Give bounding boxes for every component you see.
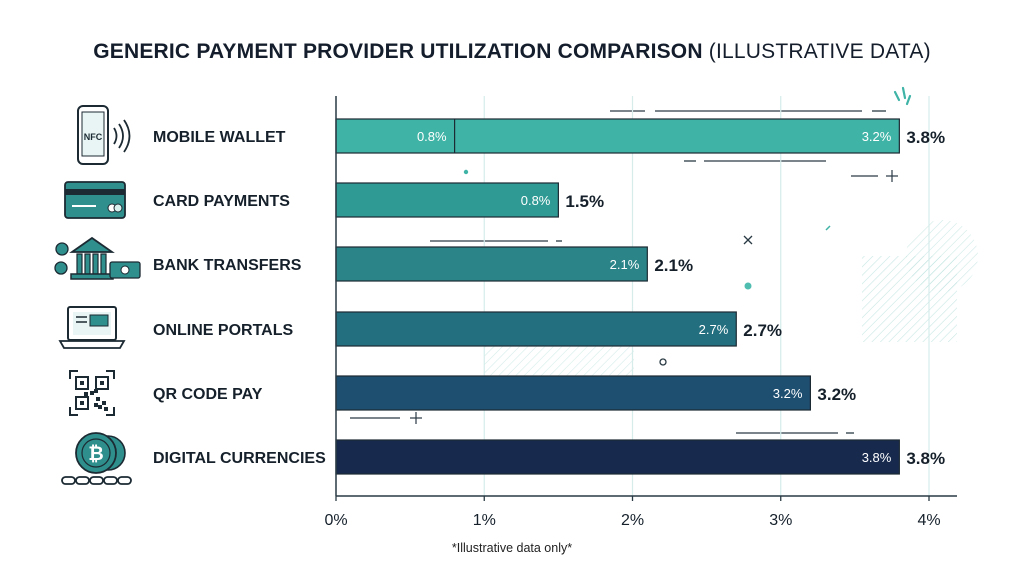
- bar-segment-label: 2.7%: [699, 322, 729, 337]
- decor-x: [743, 235, 753, 245]
- bar-segment-label: 3.2%: [862, 129, 892, 144]
- x-tick-labels: 0% 1% 2% 3% 4%: [324, 496, 941, 529]
- bar-group: 0.8% 3.2% 3.8%: [335, 118, 945, 154]
- x-tick-label: 0%: [324, 512, 347, 529]
- laptop-icon: [58, 306, 126, 349]
- bar-value-label: 2.7%: [743, 321, 782, 340]
- crypto-coins-icon: ₿: [61, 432, 132, 485]
- bar-segment-label: 0.8%: [521, 193, 551, 208]
- bar-value-label: 3.2%: [817, 385, 856, 404]
- category-label: MOBILE WALLET: [153, 129, 286, 146]
- svg-text:NFC: NFC: [84, 132, 103, 142]
- background-decoration: [350, 86, 978, 434]
- bar: [335, 182, 559, 218]
- footnote: *Illustrative data only*: [451, 541, 573, 555]
- bar-group: 3.2% 3.2%: [335, 375, 856, 411]
- chart-title-main: GENERIC PAYMENT PROVIDER UTILIZATION COM…: [93, 40, 703, 63]
- bar-group: 0.8% 1.5%: [335, 182, 604, 218]
- bar-group: 3.8% 3.8%: [335, 439, 945, 475]
- bar: [335, 311, 737, 347]
- category-label: QR CODE PAY: [153, 386, 263, 403]
- bar: [335, 118, 900, 154]
- hatch-circle: [906, 220, 978, 292]
- grid-lines: [483, 96, 930, 496]
- bar-segment-label: 0.8%: [417, 129, 447, 144]
- decor-dot: [744, 282, 752, 290]
- hatch-block: [484, 346, 634, 376]
- decor-dot: [463, 169, 469, 175]
- bar-value-label: 3.8%: [906, 449, 945, 468]
- decor-tick: [825, 225, 831, 231]
- category-label: CARD PAYMENTS: [153, 193, 290, 210]
- axes: [335, 96, 957, 497]
- bar-segment-label: 3.2%: [773, 386, 803, 401]
- decor-sparkle: [893, 86, 912, 106]
- x-tick-label: 2%: [621, 512, 644, 529]
- x-tick-label: 3%: [769, 512, 792, 529]
- decor-ring: [659, 358, 667, 366]
- category-labels: MOBILE WALLET CARD PAYMENTS BANK TRANSFERS…: [153, 129, 326, 467]
- x-tick-label: 1%: [473, 512, 496, 529]
- svg-text:₿: ₿: [88, 444, 103, 465]
- nfc-phone-icon: NFC: [77, 105, 131, 165]
- chart-title: GENERIC PAYMENT PROVIDER UTILIZATION COM…: [0, 40, 1024, 64]
- chart-subtitle: (ILLUSTRATIVE DATA): [708, 40, 931, 63]
- category-label: ONLINE PORTALS: [153, 322, 293, 339]
- bar-value-label: 3.8%: [906, 128, 945, 147]
- bar: [335, 439, 900, 475]
- category-icons: NFC ₿: [54, 105, 141, 485]
- bar-value-label: 2.1%: [654, 256, 693, 275]
- bar: [335, 375, 811, 411]
- bar-value-label: 1.5%: [565, 192, 604, 211]
- bar-segment-label: 3.8%: [862, 450, 892, 465]
- qr-code-icon: [69, 370, 115, 416]
- credit-card-icon: [64, 181, 126, 219]
- x-tick-label: 4%: [917, 512, 940, 529]
- category-label: DIGITAL CURRENCIES: [153, 450, 326, 467]
- bar: [335, 246, 648, 282]
- bank-icon: [54, 236, 141, 280]
- bar-group: 2.1% 2.1%: [335, 246, 693, 282]
- category-label: BANK TRANSFERS: [153, 257, 302, 274]
- bar-segment-label: 2.1%: [610, 257, 640, 272]
- bars: 0.8% 3.2% 3.8% 0.8% 1.5% 2.1% 2.1% 2.7% 2.7% 3.2%…: [335, 118, 945, 475]
- bar-group: 2.7% 2.7%: [335, 311, 782, 347]
